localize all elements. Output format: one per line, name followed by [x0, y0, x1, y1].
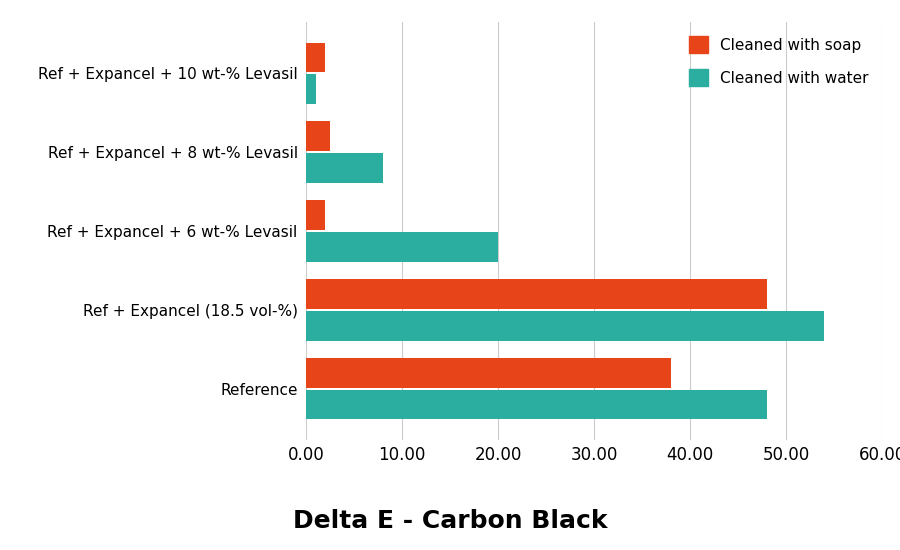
Bar [306, 200, 325, 230]
Bar [306, 122, 330, 151]
Bar [306, 311, 824, 340]
Bar [306, 279, 767, 309]
Legend: Cleaned with soap, Cleaned with water: Cleaned with soap, Cleaned with water [683, 30, 875, 92]
Bar [306, 358, 670, 388]
Bar [306, 153, 382, 183]
Text: Delta E - Carbon Black: Delta E - Carbon Black [292, 509, 608, 534]
Bar [306, 74, 316, 104]
Bar [306, 389, 767, 420]
Bar [306, 42, 325, 73]
Bar [306, 232, 498, 262]
